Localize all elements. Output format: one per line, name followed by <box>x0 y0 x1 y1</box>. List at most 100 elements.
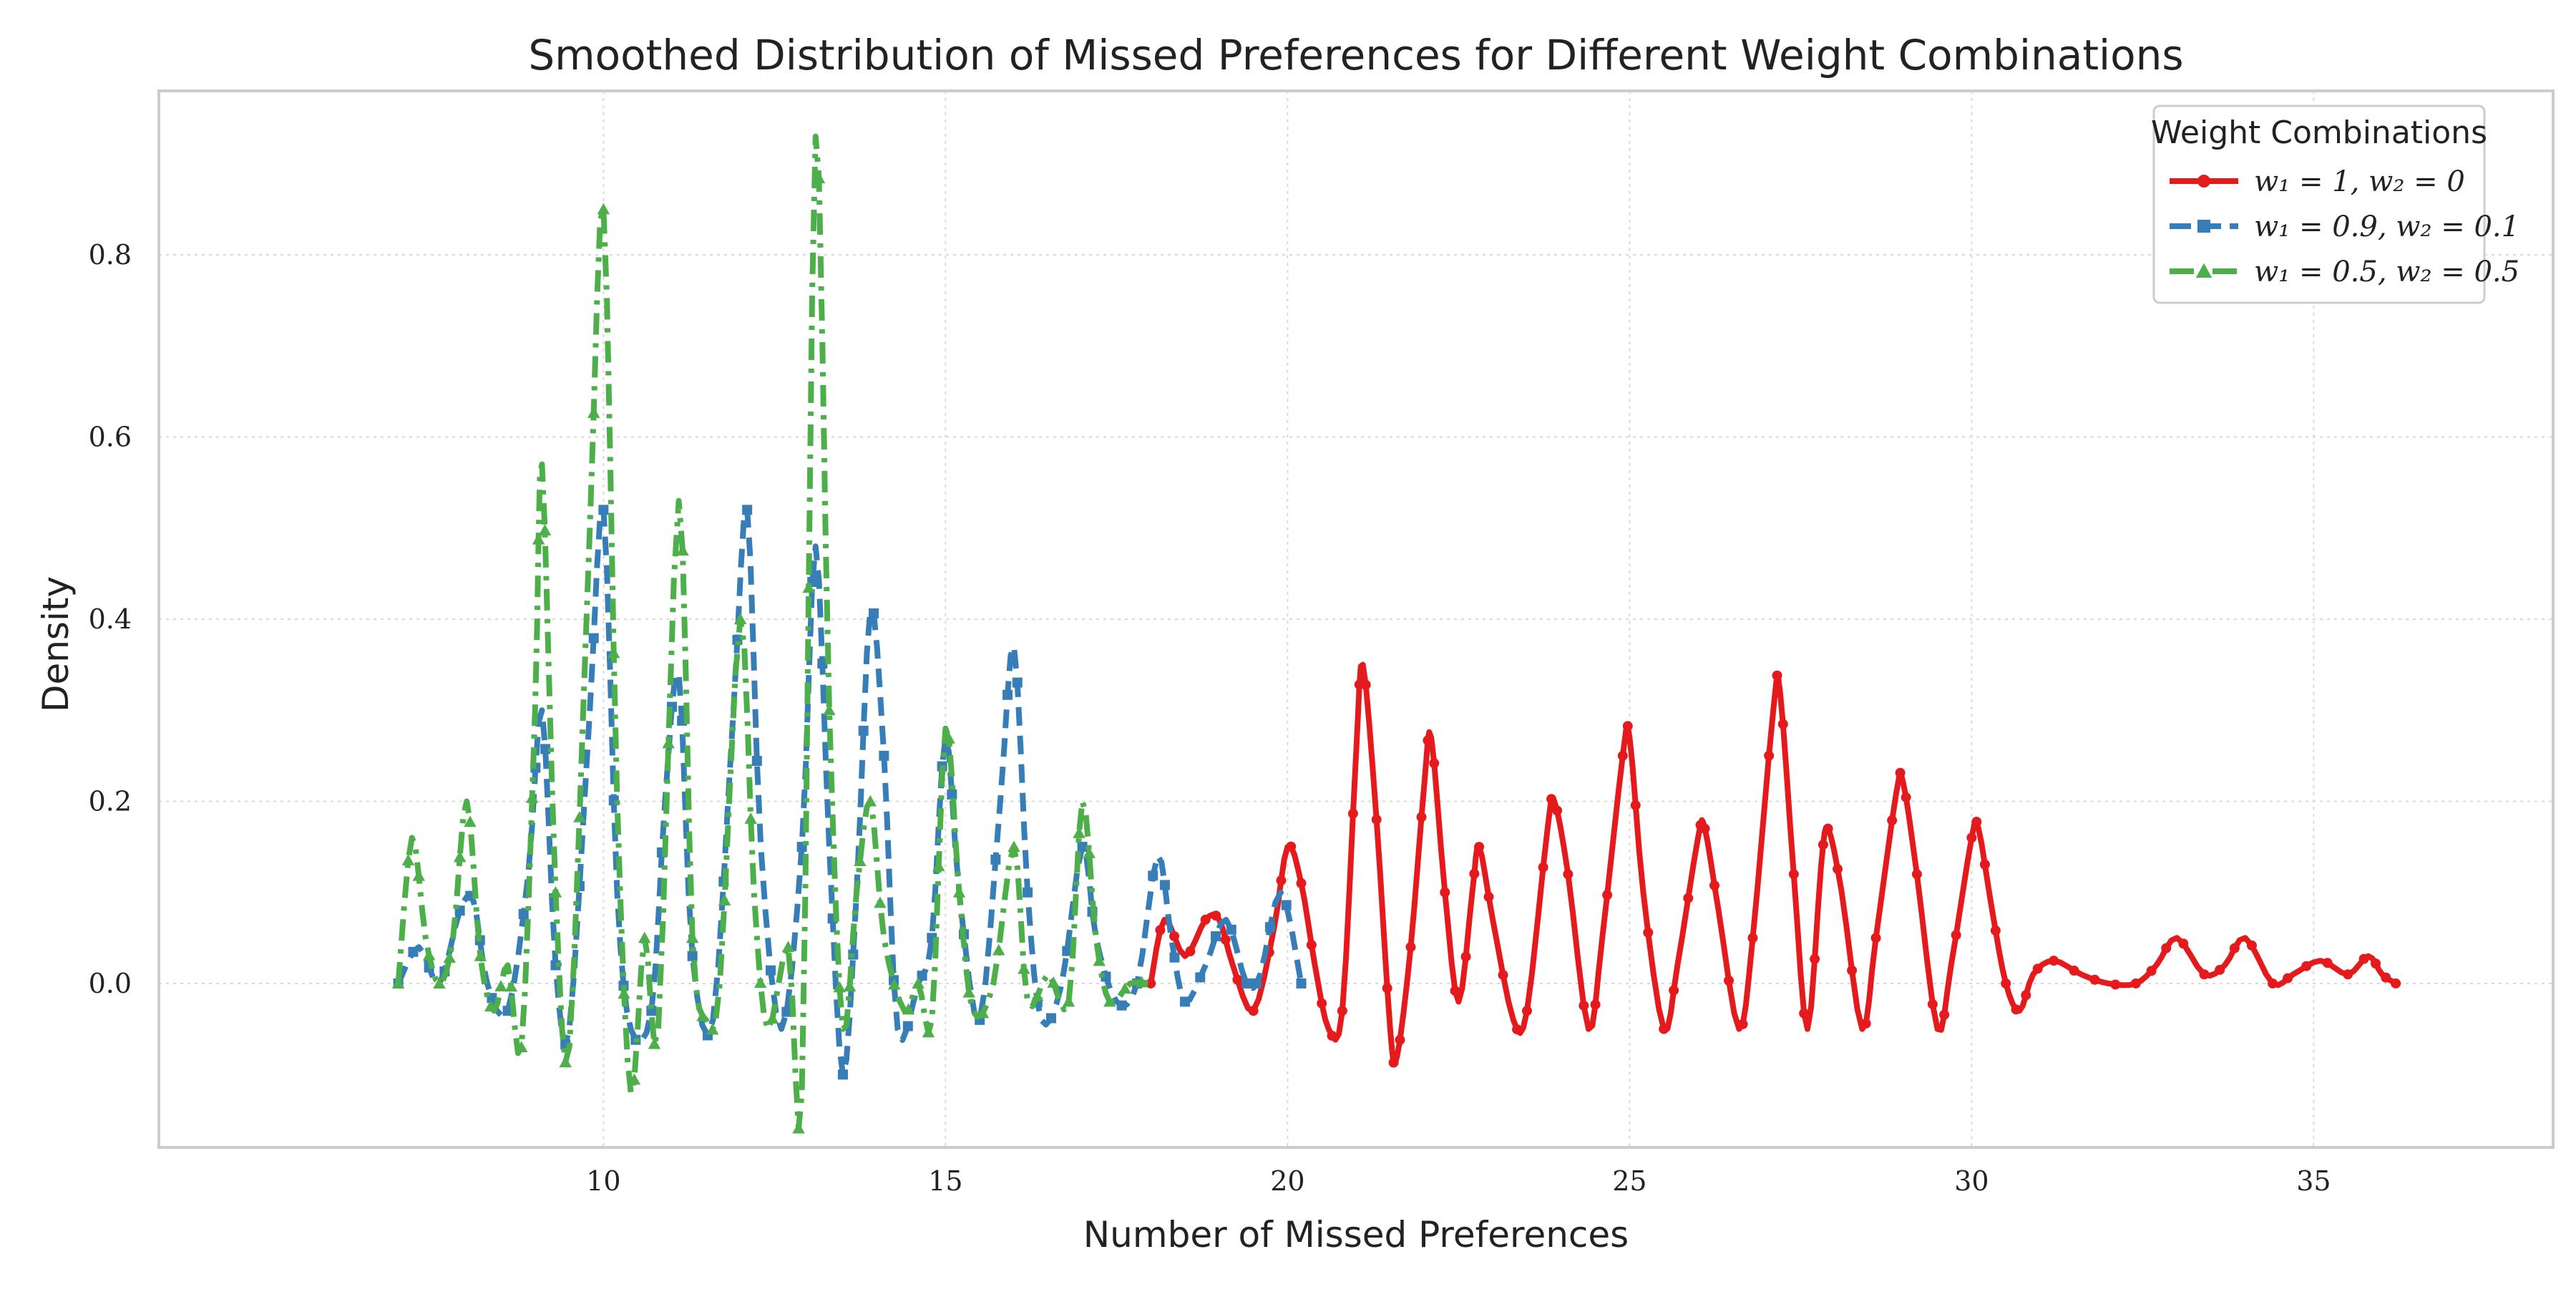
data-point <box>1870 933 1881 943</box>
data-point <box>1008 840 1020 853</box>
data-point <box>1764 750 1775 761</box>
data-point <box>1699 823 1710 834</box>
data-point <box>1286 841 1297 852</box>
data-point <box>525 791 539 803</box>
data-point <box>686 931 699 943</box>
data-point <box>1296 878 1307 888</box>
y-tick-label: 0.0 <box>89 968 132 999</box>
data-point <box>2343 969 2353 980</box>
legend-item-1: w₁ = 1, w₂ = 0 <box>2170 165 2465 198</box>
data-point <box>401 854 415 865</box>
data-point <box>1617 750 1628 761</box>
data-point <box>1045 1013 1056 1024</box>
data-point <box>588 633 599 643</box>
data-point <box>1590 999 1601 1010</box>
plot-frame <box>157 89 2555 1149</box>
data-point <box>922 1026 935 1038</box>
data-point <box>2268 978 2278 989</box>
data-point <box>1483 891 1494 902</box>
legend-item-3: w₁ = 0.5, w₂ = 0.5 <box>2170 256 2519 288</box>
data-point <box>854 855 867 866</box>
data-point <box>2089 974 2100 985</box>
data-point <box>1747 933 1758 943</box>
data-point <box>902 1021 913 1031</box>
data-point <box>858 725 869 736</box>
data-point <box>1683 893 1694 903</box>
data-point <box>1135 976 1148 988</box>
data-point <box>1248 1006 1259 1016</box>
data-point <box>1169 931 1180 941</box>
data-point <box>484 1000 497 1012</box>
data-point <box>687 951 698 961</box>
data-point <box>443 951 457 963</box>
data-point <box>1474 842 1485 853</box>
data-point <box>1232 974 1243 985</box>
data-point <box>2130 978 2141 989</box>
data-point <box>1737 1019 1748 1029</box>
data-point <box>1823 823 1833 834</box>
data-point <box>1159 880 1170 890</box>
data-point <box>751 756 762 767</box>
data-point <box>1169 952 1180 963</box>
data-point <box>1360 679 1371 690</box>
data-point <box>538 524 552 535</box>
data-point <box>1552 805 1563 816</box>
data-point <box>2049 956 2059 966</box>
legend: Weight Combinations w₁ = 1, w₂ = 0 w₁ = 0… <box>2151 105 2519 304</box>
data-point <box>2161 943 2172 953</box>
data-point <box>1317 998 1327 1009</box>
data-point <box>422 948 436 961</box>
data-point <box>1579 1000 1589 1011</box>
data-point <box>1371 814 1382 825</box>
data-point <box>618 987 630 999</box>
data-point <box>2069 966 2079 976</box>
data-point <box>1226 924 1236 935</box>
data-point <box>1241 978 1252 989</box>
data-point <box>823 704 836 716</box>
y-axis-label: Density <box>35 576 77 712</box>
data-point <box>1031 989 1044 1001</box>
data-point <box>1833 864 1843 875</box>
data-point <box>1440 887 1450 898</box>
data-point <box>1622 721 1633 732</box>
data-point <box>474 950 487 961</box>
y-tick-label: 0.4 <box>89 603 132 635</box>
data-point <box>628 1073 641 1085</box>
data-point <box>2283 973 2293 983</box>
data-point <box>879 750 889 761</box>
data-point <box>733 613 747 624</box>
series-line <box>395 133 1151 1132</box>
data-point <box>1939 1009 1950 1020</box>
data-point <box>838 1069 848 1080</box>
data-point <box>1276 875 1287 886</box>
data-point <box>744 812 757 824</box>
data-point <box>990 854 1001 865</box>
data-point <box>781 941 795 953</box>
tick-labels: 10 15 20 25 30 35 0.0 0.2 0.4 0.6 0.8 <box>89 239 2331 1197</box>
data-point <box>1818 840 1828 850</box>
series-layer <box>391 133 2401 1134</box>
data-point <box>391 977 405 989</box>
data-point <box>1847 965 1858 976</box>
data-point <box>1200 914 1211 925</box>
series-3 <box>391 133 1151 1134</box>
data-point <box>696 1009 709 1021</box>
data-point <box>1018 962 1030 974</box>
data-point <box>1772 670 1782 681</box>
data-point <box>2032 963 2043 974</box>
data-point <box>2199 969 2210 980</box>
data-point <box>2246 940 2257 951</box>
data-point <box>1788 869 1799 880</box>
data-point <box>464 815 477 827</box>
data-point <box>1251 978 1262 989</box>
data-point <box>942 732 955 744</box>
data-point <box>2146 966 2157 976</box>
data-point <box>518 909 529 920</box>
data-point <box>1990 926 2001 936</box>
data-point <box>792 1122 805 1134</box>
legend-label: w₁ = 0.5, w₂ = 0.5 <box>2254 256 2519 288</box>
data-point <box>549 885 562 898</box>
series-1 <box>1146 661 2401 1068</box>
data-point <box>648 1037 661 1049</box>
